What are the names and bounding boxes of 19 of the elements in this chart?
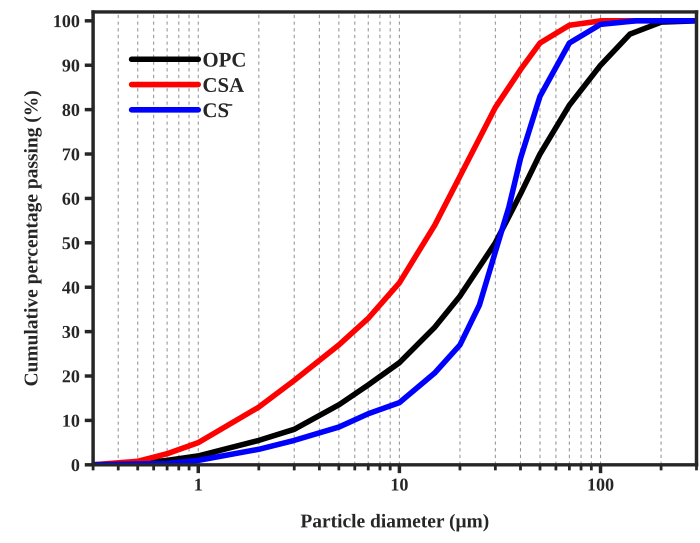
y-tick-label: 50	[62, 237, 80, 250]
y-tick-label: 80	[62, 104, 80, 116]
y-tick-label: 30	[62, 326, 80, 338]
x-tick-label: 1	[195, 478, 202, 491]
legend-label: CS̄	[203, 103, 232, 118]
y-tick-label: 20	[62, 370, 80, 382]
x-axis-title: Particle diameter (μm)	[300, 514, 488, 532]
y-tick-label: 0	[72, 459, 80, 472]
y-axis-title: Cumulative percentage passing (%)	[24, 91, 42, 386]
y-tick-label: 70	[62, 148, 80, 160]
y-tick-label: 100	[54, 15, 80, 28]
y-tick-label: 60	[62, 192, 80, 205]
legend-label: CSA	[203, 78, 244, 92]
legend-label: OPC	[203, 52, 245, 67]
x-tick-label: 100	[588, 478, 614, 491]
x-tick-label: 10	[392, 478, 408, 491]
y-tick-label: 10	[63, 414, 80, 427]
y-tick-label: 90	[62, 59, 80, 72]
y-tick-label: 40	[62, 281, 80, 294]
